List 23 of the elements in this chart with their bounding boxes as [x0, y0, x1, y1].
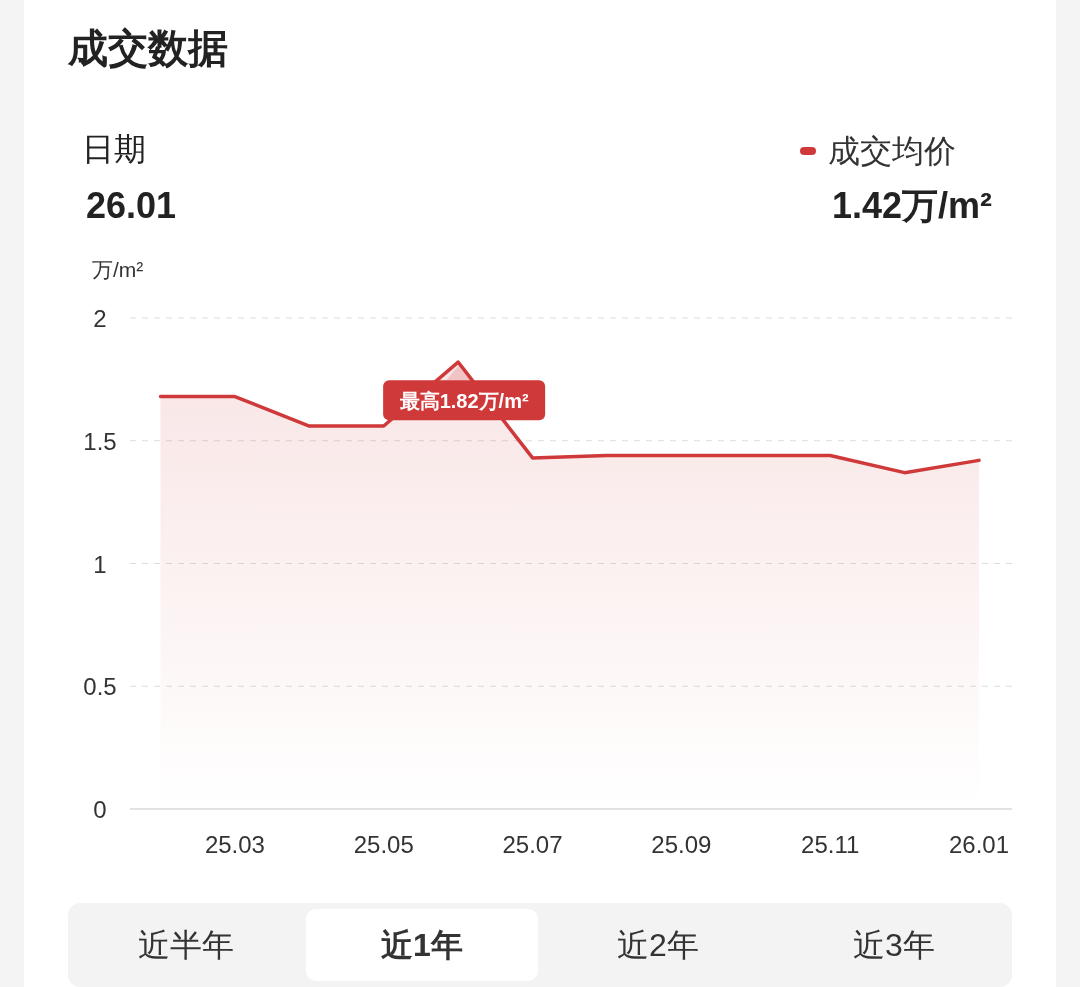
- text: 近2年: [617, 927, 699, 963]
- x-tick-label: 25.09: [651, 831, 712, 858]
- legend-label: 成交均价: [828, 133, 956, 169]
- x-tick-label: 26.01: [948, 831, 1010, 858]
- x-tick-label: 25.05: [353, 831, 414, 858]
- text: 近1年: [381, 927, 463, 963]
- x-tick-label: 25.07: [502, 831, 563, 858]
- x-tick-label: 25.03: [204, 831, 265, 858]
- y-tick-label: 1.5: [83, 427, 117, 455]
- text: 26.01: [86, 185, 177, 226]
- chart-title: 成交数据: [67, 26, 228, 70]
- text: 日期: [82, 131, 146, 167]
- text: 近半年: [138, 927, 234, 963]
- text: 1.42万/m²: [831, 185, 992, 226]
- y-tick-label: 0: [93, 796, 107, 823]
- y-axis-title: 万/m²: [92, 258, 144, 281]
- y-tick-label: 2: [93, 305, 107, 332]
- line-series: [158, 360, 981, 475]
- x-tick-label: 25.11: [801, 831, 860, 858]
- y-tick-label: 0.5: [83, 673, 117, 701]
- text: 近3年: [853, 927, 935, 963]
- y-tick-label: 1: [93, 550, 107, 578]
- annotation: 最高1.82万/m²: [398, 390, 529, 413]
